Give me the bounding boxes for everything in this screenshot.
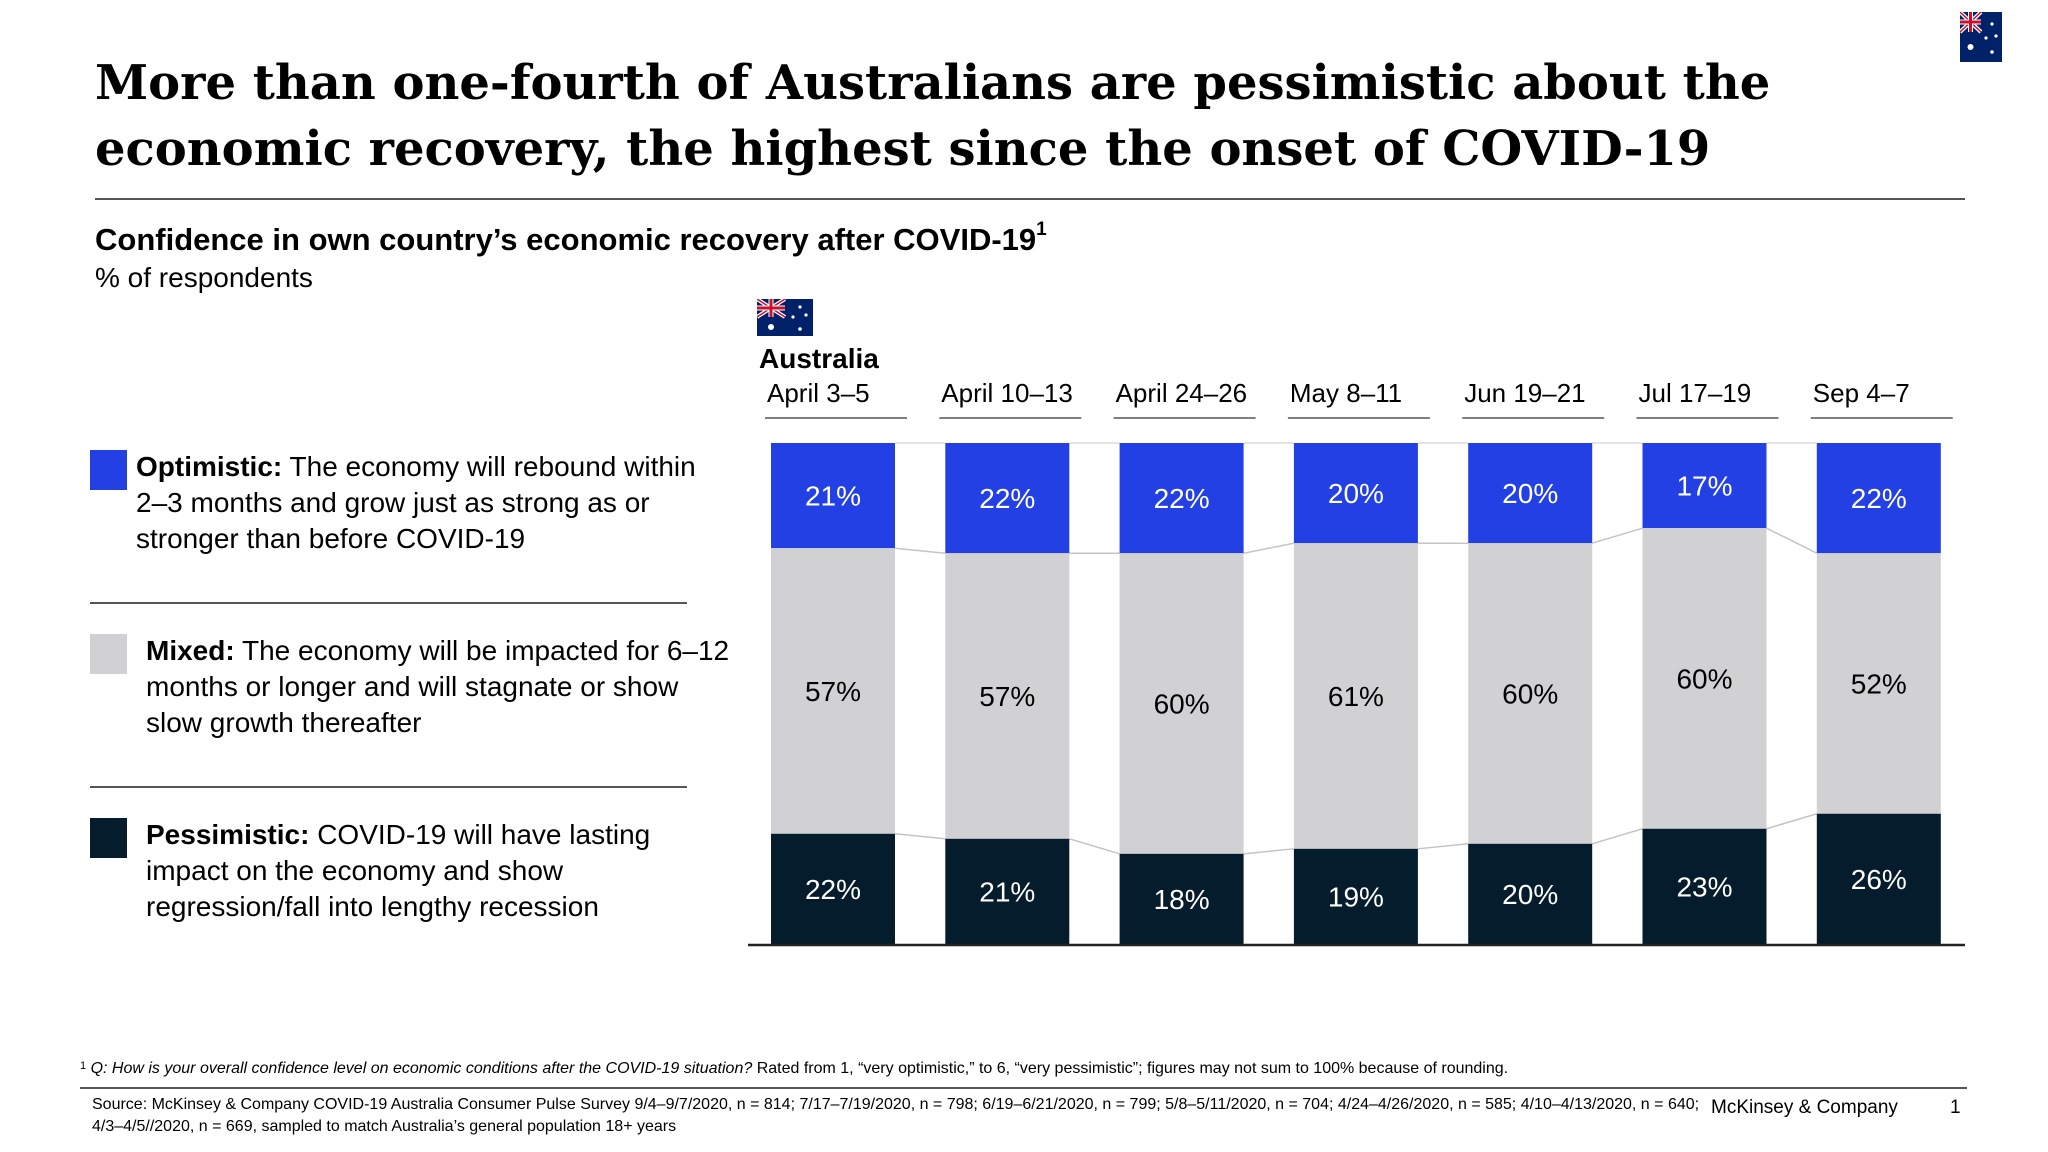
footnote-question: Q: How is your overall confidence level … — [90, 1060, 753, 1077]
category-label: Sep 4–7 — [1813, 378, 1910, 408]
category-label: April 24–26 — [1116, 378, 1248, 408]
footnote-text: Rated from 1, “very optimistic,” to 6, “… — [752, 1060, 1509, 1077]
bar-pessimistic-4 — [1293, 848, 1418, 944]
bar-optimistic-1 — [771, 443, 895, 549]
data-label: 22% — [1851, 483, 1907, 514]
legend-text-pessimistic: COVID-19 will have lasting impact on the… — [146, 819, 651, 922]
connector-line — [894, 833, 946, 840]
bar-mixed-7 — [1816, 553, 1941, 814]
legend-divider — [90, 602, 687, 604]
bar-pessimistic-7 — [1816, 813, 1941, 944]
data-label: 19% — [1328, 881, 1384, 912]
bar-mixed-5 — [1468, 543, 1593, 844]
data-label: 60% — [1676, 663, 1732, 694]
subtitle-footnote-marker: 1 — [1036, 219, 1047, 240]
legend-label-pessimistic: Pessimistic: — [146, 819, 310, 850]
footnote: 1 Q: How is your overall confidence leve… — [80, 1060, 1508, 1078]
data-label: 61% — [1328, 681, 1384, 712]
headline: More than one-fourth of Australians are … — [95, 55, 1771, 177]
australia-flag-icon — [757, 299, 813, 336]
category-label: May 8–11 — [1290, 378, 1402, 408]
data-label: 23% — [1676, 871, 1732, 902]
bar-mixed-2 — [945, 553, 1070, 839]
bar-pessimistic-6 — [1642, 828, 1767, 944]
bar-pessimistic-3 — [1119, 853, 1244, 944]
connector-line — [1069, 838, 1120, 855]
bar-optimistic-7 — [1816, 443, 1941, 554]
connector-line — [1766, 527, 1818, 554]
data-label: 22% — [979, 483, 1035, 514]
data-label: 57% — [979, 681, 1035, 712]
category-label: Jun 19–21 — [1464, 378, 1585, 408]
data-label: 52% — [1851, 668, 1907, 699]
legend-text-mixed: The economy will be impacted for 6–12 mo… — [146, 635, 730, 738]
data-label: 26% — [1851, 864, 1907, 895]
data-label: 60% — [1502, 679, 1558, 710]
legend-label-mixed: Mixed: — [146, 635, 235, 666]
bar-mixed-1 — [771, 548, 895, 834]
legend-swatch-optimistic — [90, 450, 127, 490]
legend-item-pessimistic: Pessimistic: COVID-19 will have lasting … — [146, 817, 736, 925]
data-label: 21% — [979, 876, 1035, 907]
bar-optimistic-6 — [1642, 443, 1767, 529]
data-label: 18% — [1154, 884, 1210, 915]
connector-line — [1243, 848, 1294, 855]
chart-subtitle: Confidence in own country’s economic rec… — [95, 219, 1047, 258]
data-label: 22% — [805, 874, 861, 905]
legend-label-optimistic: Optimistic: — [136, 451, 283, 482]
connector-line — [1417, 843, 1469, 850]
data-label: 20% — [1502, 879, 1558, 910]
data-label: 60% — [1154, 689, 1210, 720]
country-label: Australia — [759, 343, 879, 374]
connector-line — [1591, 527, 1643, 544]
connector-line — [894, 547, 946, 554]
data-label: 22% — [1154, 483, 1210, 514]
data-label: 20% — [1502, 478, 1558, 509]
legend-swatch-mixed — [90, 634, 127, 674]
footer-divider — [80, 1087, 1967, 1089]
page-number: 1 — [1950, 1097, 1961, 1118]
stacked-bar-chart: 21% 57% 22% April 3–5 22% 57% 21% April 10–13 22… — [748, 378, 1965, 947]
bar-mixed-6 — [1642, 528, 1767, 829]
unit-label: % of respondents — [95, 262, 313, 293]
bar-optimistic-3 — [1119, 443, 1244, 554]
legend-divider — [90, 786, 687, 788]
bar-pessimistic-2 — [945, 838, 1070, 944]
category-label: April 10–13 — [941, 378, 1073, 408]
title-divider — [95, 198, 1965, 200]
brand-name: McKinsey & Company — [1711, 1097, 1898, 1118]
bar-pessimistic-5 — [1468, 843, 1593, 944]
data-label: 21% — [805, 481, 861, 512]
legend-text-optimistic: The economy will rebound within 2–3 mont… — [136, 451, 696, 554]
footnote-marker: 1 — [80, 1060, 87, 1072]
category-label: April 3–5 — [767, 378, 870, 408]
bar-mixed-3 — [1119, 553, 1244, 854]
data-label: 17% — [1676, 471, 1732, 502]
data-label: 57% — [805, 676, 861, 707]
connector-line — [1591, 828, 1643, 845]
bar-optimistic-2 — [945, 443, 1070, 554]
bar-optimistic-4 — [1293, 443, 1418, 544]
legend-swatch-pessimistic — [90, 818, 127, 858]
data-label: 20% — [1328, 478, 1384, 509]
bar-mixed-4 — [1293, 543, 1418, 849]
source-note: Source: McKinsey & Company COVID-19 Aust… — [92, 1096, 1700, 1135]
category-label: Jul 17–19 — [1639, 378, 1752, 408]
bar-optimistic-5 — [1468, 443, 1593, 544]
legend-item-optimistic: Optimistic: The economy will rebound wit… — [136, 449, 726, 557]
legend-item-mixed: Mixed: The economy will be impacted for … — [146, 633, 736, 741]
connector-line — [1243, 542, 1295, 554]
australia-flag-icon — [1960, 12, 2002, 62]
subtitle-text: Confidence in own country’s economic rec… — [95, 222, 1037, 257]
connector-line — [1766, 813, 1818, 830]
bar-pessimistic-1 — [771, 833, 895, 944]
